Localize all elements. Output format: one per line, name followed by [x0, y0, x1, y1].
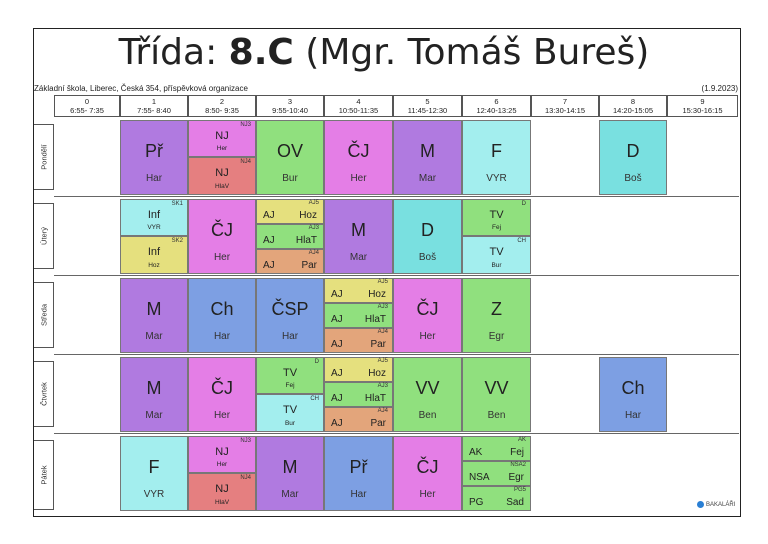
lesson-mon-5[interactable]: M Mar: [393, 120, 462, 195]
lesson-tue-3[interactable]: AJ5 AJ Hoz AJ3 AJ HlaT AJ4 AJ Par: [256, 199, 324, 274]
day-label-thursday: Čtvrtek: [34, 361, 54, 427]
lesson-tue-1[interactable]: SK1 Inf VYR SK2 Inf Hoz: [120, 199, 188, 274]
lesson-tue-5[interactable]: D Boš: [393, 199, 462, 274]
lesson-mon-3[interactable]: OV Bur: [256, 120, 324, 195]
period-header-4: 4 10:50-11:35: [324, 95, 393, 117]
day-label-wednesday: Středa: [34, 282, 54, 348]
lesson-tue-2[interactable]: ČJ Her: [188, 199, 256, 274]
lesson-thu-5[interactable]: VV Ben: [393, 357, 462, 432]
row-divider: [54, 275, 739, 276]
lesson-mon-6[interactable]: F VYR: [462, 120, 531, 195]
lesson-thu-4[interactable]: AJ5 AJ Hoz AJ3 AJ HlaT AJ4 AJ Par: [324, 357, 393, 432]
period-header-2: 2 8:50- 9:35: [188, 95, 256, 117]
lesson-thu-3[interactable]: D TV Fej CH TV Bur: [256, 357, 324, 432]
lesson-fri-5[interactable]: ČJ Her: [393, 436, 462, 511]
lesson-wed-4[interactable]: AJ5 AJ Hoz AJ3 AJ HlaT AJ4 AJ Par: [324, 278, 393, 353]
lesson-tue-4[interactable]: M Mar: [324, 199, 393, 274]
lesson-thu-2[interactable]: ČJ Her: [188, 357, 256, 432]
lesson-wed-5[interactable]: ČJ Her: [393, 278, 462, 353]
lesson-mon-1[interactable]: Př Har: [120, 120, 188, 195]
lesson-thu-6[interactable]: VV Ben: [462, 357, 531, 432]
lesson-wed-1[interactable]: M Mar: [120, 278, 188, 353]
period-header-5: 5 11:45-12:30: [393, 95, 462, 117]
lesson-wed-2[interactable]: Ch Har: [188, 278, 256, 353]
period-header-7: 7 13:30-14:15: [531, 95, 599, 117]
lesson-mon-2[interactable]: NJ3 NJ Her NJ4 NJ HlaV: [188, 120, 256, 195]
period-header-8: 8 14:20-15:05: [599, 95, 667, 117]
day-label-friday: Pátek: [34, 440, 54, 510]
school-name: Základní škola, Liberec, Česká 354, přís…: [34, 84, 248, 93]
day-label-tuesday: Úterý: [34, 203, 54, 269]
period-header-9: 9 15:30-16:15: [667, 95, 738, 117]
lesson-fri-3[interactable]: M Mar: [256, 436, 324, 511]
row-divider: [54, 196, 739, 197]
lesson-wed-3[interactable]: ČSP Har: [256, 278, 324, 353]
lesson-tue-6[interactable]: D TV Fej CH TV Bur: [462, 199, 531, 274]
period-header-0: 0 6:55- 7:35: [54, 95, 120, 117]
row-divider: [54, 354, 739, 355]
lesson-thu-1[interactable]: M Mar: [120, 357, 188, 432]
valid-date: (1.9.2023): [701, 84, 738, 93]
lesson-fri-6[interactable]: AK AK Fej NSA2 NSA Egr PG5 PG Sad: [462, 436, 531, 511]
lesson-wed-6[interactable]: Z Egr: [462, 278, 531, 353]
row-divider: [54, 433, 739, 434]
bakalari-logo: BAKALÁŘI: [697, 501, 735, 508]
lesson-fri-1[interactable]: F VYR: [120, 436, 188, 511]
lesson-fri-2[interactable]: NJ3 NJ Her NJ4 NJ HlaV: [188, 436, 256, 511]
bakalari-logo-icon: [697, 501, 704, 508]
lesson-fri-4[interactable]: Př Har: [324, 436, 393, 511]
period-header-6: 6 12:40-13:25: [462, 95, 531, 117]
period-header-3: 3 9:55-10:40: [256, 95, 324, 117]
lesson-mon-8[interactable]: D Boš: [599, 120, 667, 195]
lesson-thu-8[interactable]: Ch Har: [599, 357, 667, 432]
lesson-mon-4[interactable]: ČJ Her: [324, 120, 393, 195]
period-header-1: 1 7:55- 8:40: [120, 95, 188, 117]
day-label-monday: Pondělí: [34, 124, 54, 190]
page-title: Třída: 8.C (Mgr. Tomáš Bureš): [118, 32, 650, 73]
